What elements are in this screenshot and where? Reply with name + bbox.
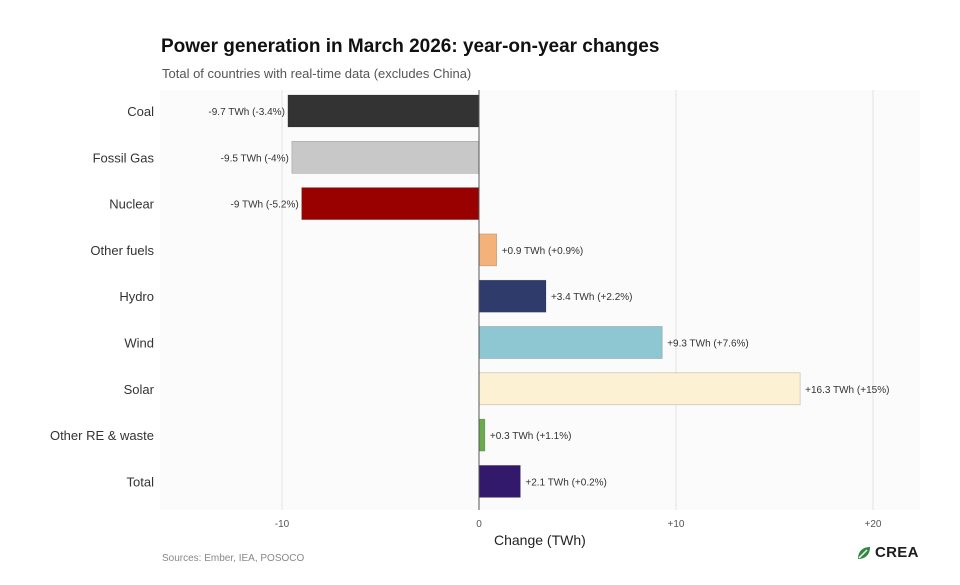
category-label: Wind: [124, 336, 154, 351]
crea-logo: CREA: [856, 544, 919, 561]
bar: [478, 465, 521, 498]
brand-name: CREA: [875, 544, 919, 561]
x-tick-label: 0: [476, 519, 482, 530]
value-label: +16.3 TWh (+15%): [805, 385, 889, 396]
bar: [478, 326, 663, 359]
category-label: Nuclear: [109, 197, 154, 212]
value-label: +3.4 TWh (+2.2%): [551, 292, 633, 303]
category-label: Other fuels: [90, 243, 154, 258]
bar: [478, 233, 498, 267]
value-label: -9.7 TWh (-3.4%): [208, 107, 285, 118]
x-tick-label: -10: [275, 519, 290, 530]
value-label: +0.3 TWh (+1.1%): [490, 431, 572, 442]
value-label: +9.3 TWh (+7.6%): [667, 339, 749, 350]
bar: [291, 141, 480, 174]
category-label: Total: [127, 474, 155, 489]
bar: [301, 187, 480, 220]
category-label: Fossil Gas: [93, 150, 155, 165]
x-tick-label: +10: [668, 519, 685, 530]
category-label: Coal: [127, 104, 154, 119]
x-axis-title: Change (TWh): [494, 532, 586, 548]
source-note: Sources: Ember, IEA, POSOCO: [162, 553, 305, 564]
chart-title: Power generation in March 2026: year-on-…: [161, 36, 660, 57]
crea-leaf-icon: [858, 546, 870, 559]
chart-subtitle: Total of countries with real-time data (…: [162, 66, 472, 81]
bar: [287, 94, 480, 128]
category-label: Other RE & waste: [50, 428, 154, 443]
x-tick-label: +20: [865, 519, 882, 530]
value-label: -9 TWh (-5.2%): [231, 200, 299, 211]
value-label: -9.5 TWh (-4%): [221, 153, 289, 164]
bar: [478, 279, 547, 313]
category-label: Solar: [124, 382, 155, 397]
bar: [478, 418, 486, 452]
bar: [478, 372, 801, 406]
value-label: +2.1 TWh (+0.2%): [525, 477, 607, 488]
value-label: +0.9 TWh (+0.9%): [502, 246, 584, 257]
category-label: Hydro: [119, 289, 154, 304]
